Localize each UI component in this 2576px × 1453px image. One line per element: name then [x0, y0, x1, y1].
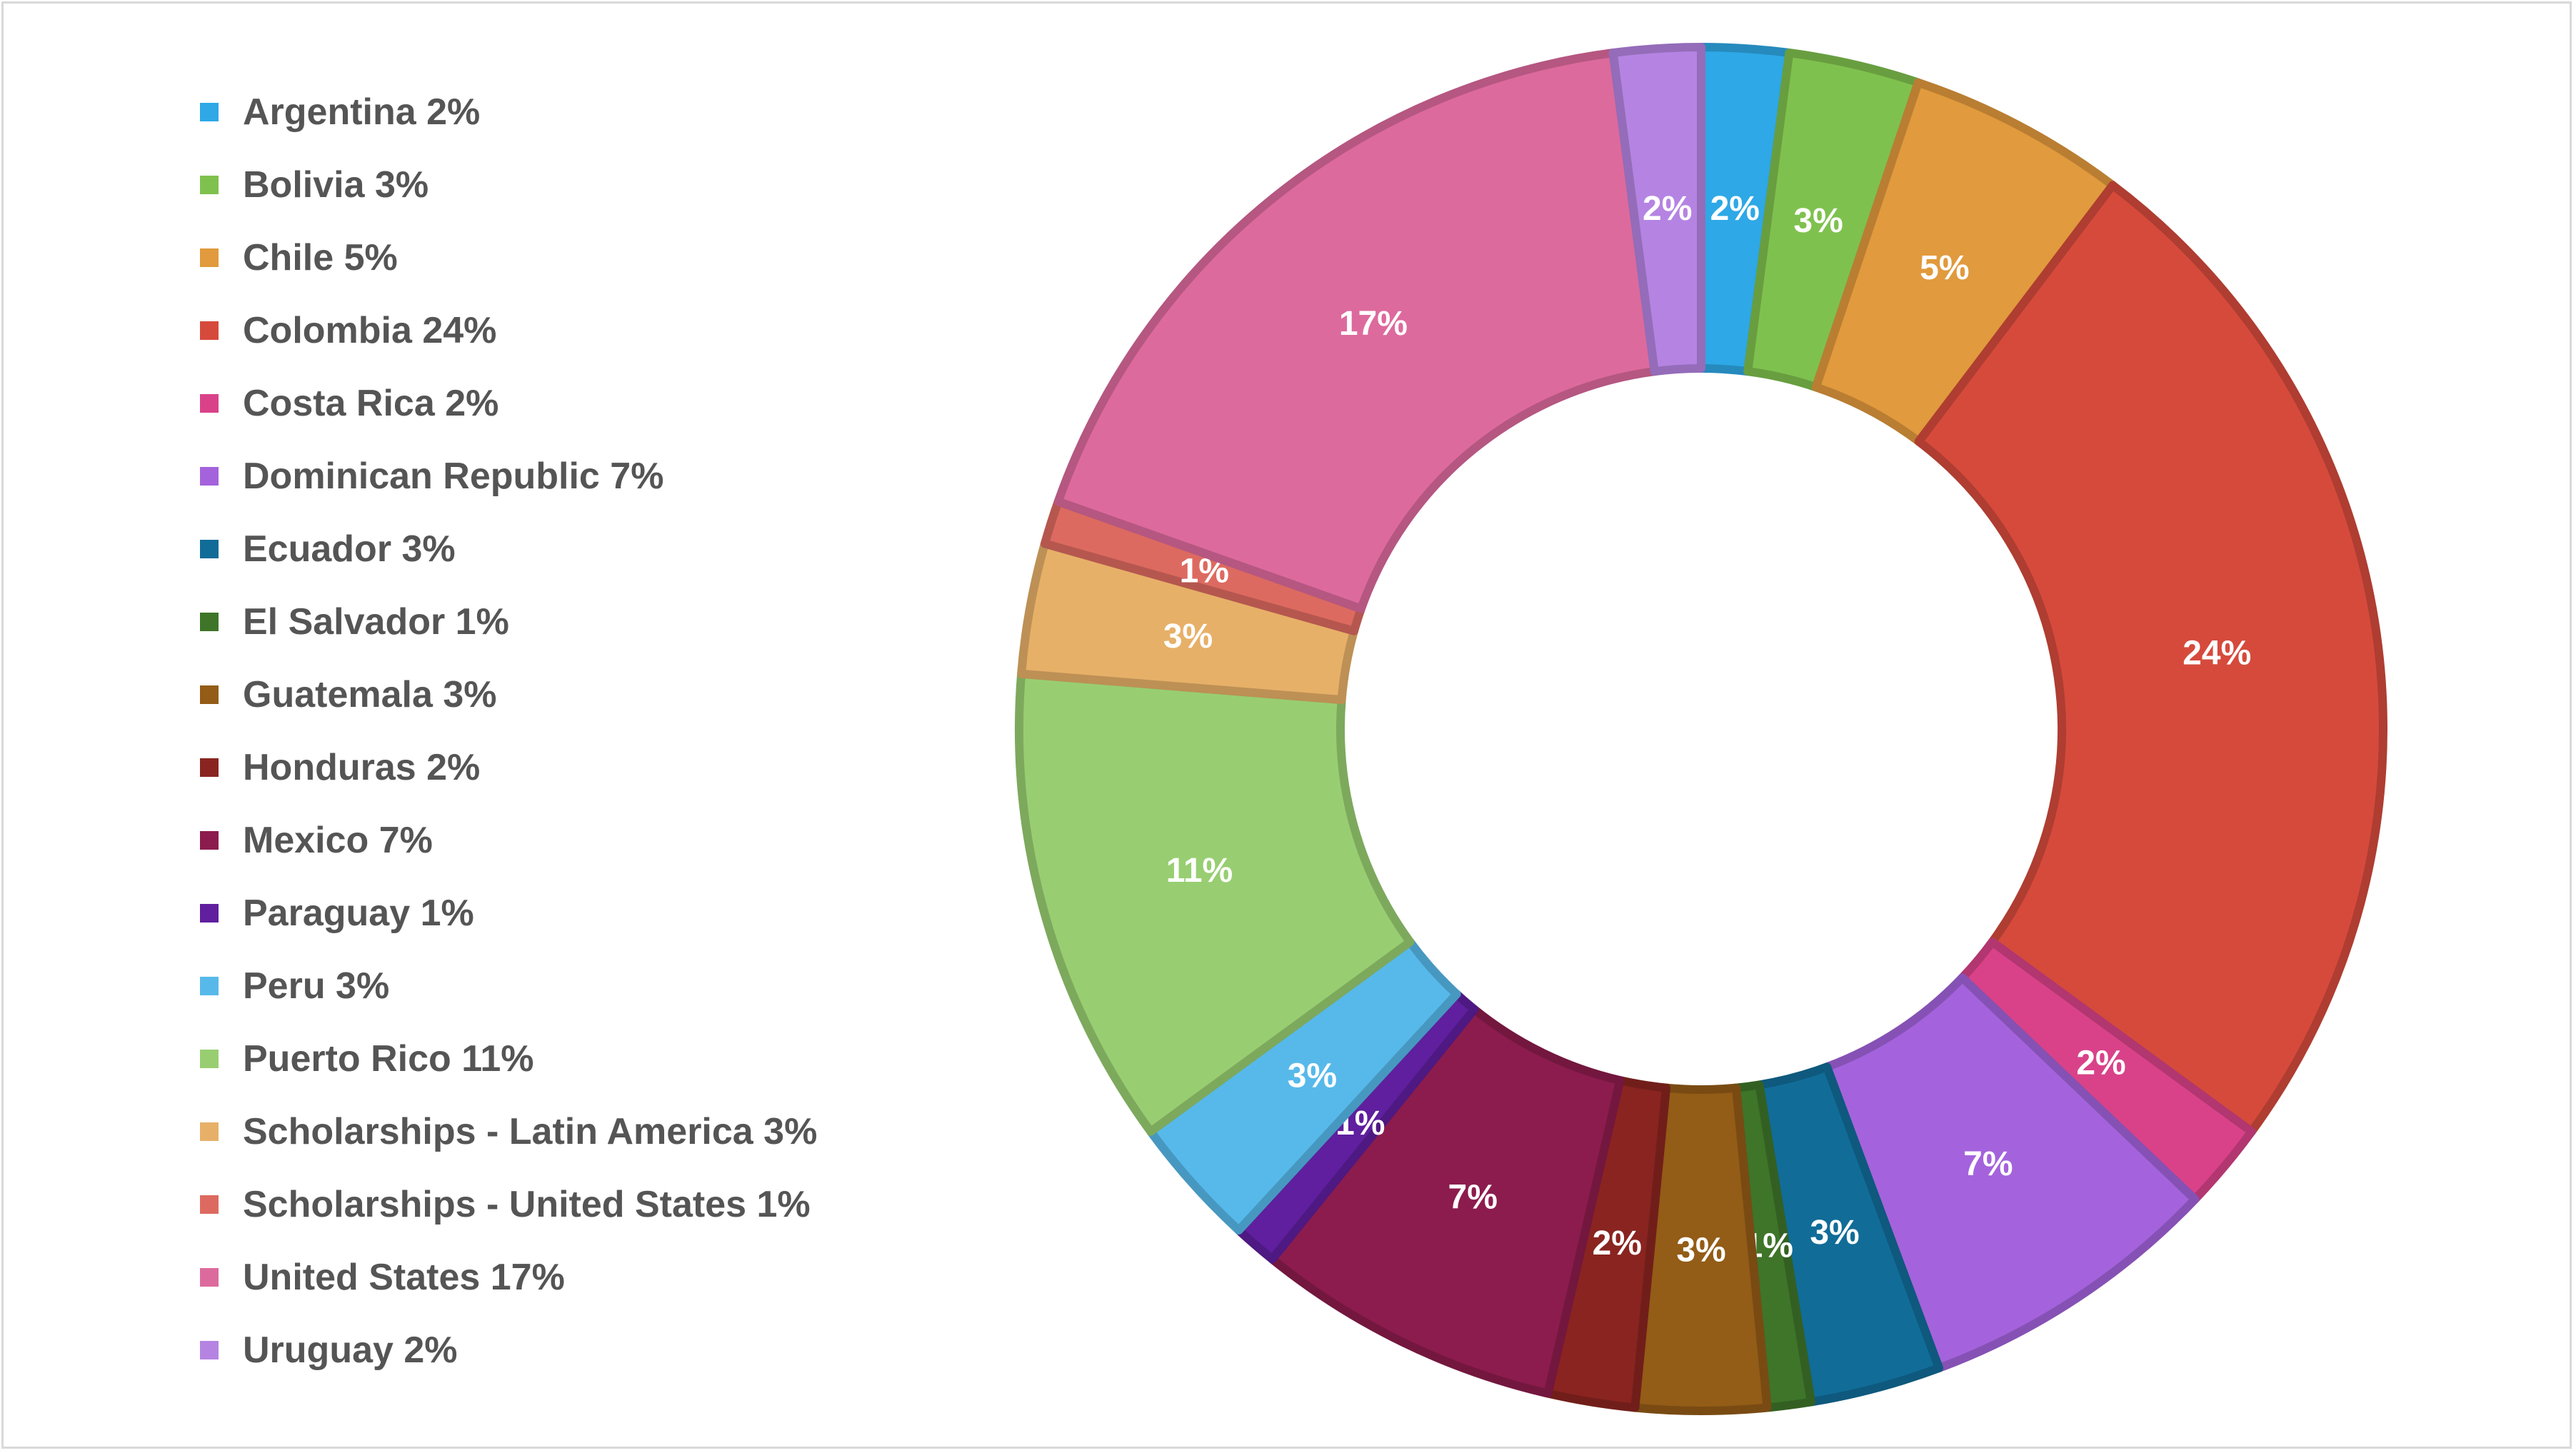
legend-item-costa-rica[interactable]: Costa Rica 2% [200, 367, 817, 440]
slice-uruguay[interactable] [1608, 43, 1705, 376]
legend-swatch [200, 1050, 219, 1068]
legend-label: El Salvador 1% [243, 601, 509, 643]
legend-swatch [200, 831, 219, 850]
legend-item-united-states[interactable]: United States 17% [200, 1241, 817, 1314]
legend-label: Argentina 2% [243, 91, 481, 133]
legend-swatch [200, 103, 219, 121]
legend-swatch [200, 321, 219, 340]
slice-puerto-rico[interactable] [1015, 669, 1415, 1136]
legend-swatch [200, 467, 219, 486]
legend-item-argentina[interactable]: Argentina 2% [200, 76, 817, 149]
legend-label: Scholarships - Latin America 3% [243, 1111, 818, 1152]
slice-data-label: 3% [1163, 618, 1213, 655]
legend-item-bolivia[interactable]: Bolivia 3% [200, 149, 817, 221]
legend-label: Ecuador 3% [243, 528, 456, 570]
legend-label: Uruguay 2% [243, 1329, 458, 1371]
slice-data-label: 7% [1448, 1179, 1498, 1217]
legend-swatch [200, 904, 219, 922]
slice-data-label: 2% [1643, 190, 1692, 228]
slice-data-label: 11% [1166, 852, 1233, 890]
slice-data-label: 5% [1920, 249, 1969, 287]
slice-data-label: 2% [1710, 190, 1760, 228]
legend-item-colombia[interactable]: Colombia 24% [200, 294, 817, 367]
legend-item-dominican-republic[interactable]: Dominican Republic 7% [200, 440, 817, 513]
legend-label: Mexico 7% [243, 820, 433, 861]
legend-swatch [200, 977, 219, 995]
slice-data-label: 3% [1288, 1057, 1337, 1095]
legend-swatch [200, 758, 219, 777]
legend-item-uruguay[interactable]: Uruguay 2% [200, 1314, 817, 1387]
slice-data-label: 7% [1963, 1145, 2013, 1183]
legend-label: Chile 5% [243, 237, 398, 278]
legend-label: Dominican Republic 7% [243, 456, 664, 497]
legend-label: Paraguay 1% [243, 893, 474, 934]
legend-item-ecuador[interactable]: Ecuador 3% [200, 513, 817, 585]
slice-data-label: 2% [2076, 1045, 2125, 1082]
slice-data-label: 3% [1676, 1232, 1725, 1270]
legend-item-paraguay[interactable]: Paraguay 1% [200, 877, 817, 950]
legend-swatch [200, 394, 219, 413]
legend-label: Peru 3% [243, 965, 390, 1007]
legend-label: Costa Rica 2% [243, 383, 499, 424]
legend-swatch [200, 1268, 219, 1287]
legend-item-chile[interactable]: Chile 5% [200, 221, 817, 294]
legend-swatch [200, 613, 219, 631]
legend-swatch [200, 248, 219, 267]
slice-colombia[interactable] [1914, 181, 2387, 1136]
legend-label: Honduras 2% [243, 747, 481, 788]
legend-item-scholarships-united-states[interactable]: Scholarships - United States 1% [200, 1168, 817, 1241]
legend-label: Scholarships - United States 1% [243, 1184, 811, 1225]
legend-label: Puerto Rico 11% [243, 1038, 534, 1080]
legend-swatch [200, 1195, 219, 1214]
legend-item-puerto-rico[interactable]: Puerto Rico 11% [200, 1022, 817, 1095]
legend-item-peru[interactable]: Peru 3% [200, 950, 817, 1022]
legend-swatch [200, 176, 219, 194]
slice-data-label: 24% [2182, 634, 2251, 672]
slice-united-states[interactable] [1053, 49, 1659, 613]
legend-item-honduras[interactable]: Honduras 2% [200, 731, 817, 804]
legend-swatch [200, 1122, 219, 1141]
slice-data-label: 3% [1810, 1214, 1859, 1252]
legend-item-guatemala[interactable]: Guatemala 3% [200, 658, 817, 731]
legend-item-mexico[interactable]: Mexico 7% [200, 804, 817, 877]
legend-swatch [200, 540, 219, 558]
legend-swatch [200, 1341, 219, 1359]
legend-label: United States 17% [243, 1257, 565, 1298]
legend-item-el-salvador[interactable]: El Salvador 1% [200, 585, 817, 658]
chart-legend: Argentina 2% Bolivia 3% Chile 5% Colombi… [200, 76, 817, 1387]
legend-item-scholarships-latin-america[interactable]: Scholarships - Latin America 3% [200, 1095, 817, 1168]
legend-label: Bolivia 3% [243, 164, 429, 206]
slice-data-label: 2% [1593, 1225, 1642, 1262]
slice-data-label: 3% [1793, 202, 1843, 240]
legend-label: Colombia 24% [243, 310, 497, 351]
legend-label: Guatemala 3% [243, 674, 497, 715]
slice-data-label: 17% [1339, 305, 1408, 343]
legend-swatch [200, 685, 219, 704]
